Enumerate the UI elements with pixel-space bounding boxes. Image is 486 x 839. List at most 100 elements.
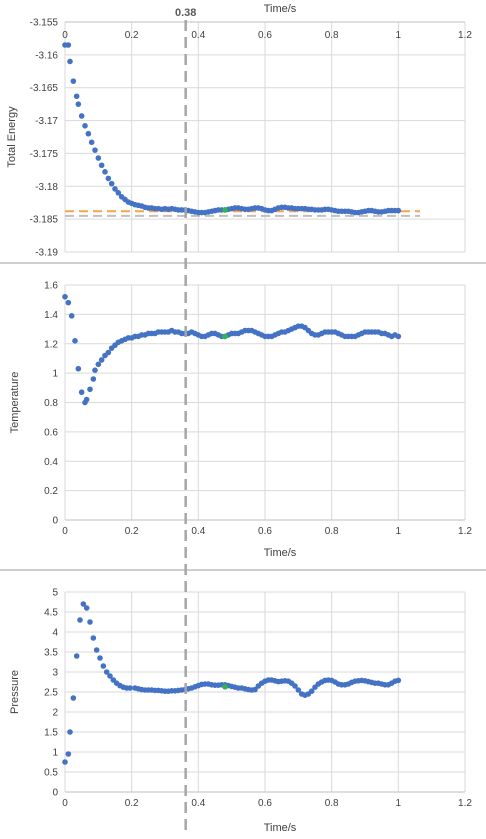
data-point [67, 58, 73, 65]
chart-panel-3: 0 0.5 1 1.5 2 2.5 3 3.5 4 4.5 5 0 0.2 0.4 0.6 0.8 1 1.2 Ti… [9, 588, 472, 835]
data-point [395, 207, 402, 214]
data-point [252, 686, 258, 693]
x-axis-title: Time/s [264, 822, 297, 834]
data-point [68, 313, 75, 319]
y-tick-label: -3.16 [35, 50, 58, 61]
data-point [87, 386, 93, 393]
x-tick-label: 0 [62, 798, 68, 809]
y-axis-title: Pressure [9, 670, 21, 714]
x-tick-label: 1 [396, 798, 402, 809]
y-tick-label: 1.5 [44, 728, 58, 739]
data-point [73, 653, 80, 659]
data-point [295, 687, 302, 693]
data-point [78, 113, 85, 119]
data-point [73, 93, 80, 100]
data-point [95, 155, 102, 161]
data-point [127, 685, 133, 691]
data-point [93, 647, 100, 653]
data-point [62, 759, 68, 765]
x-tick-label: 0.2 [125, 526, 139, 537]
y-tick-label: 0.5 [44, 768, 58, 779]
data-point [105, 349, 112, 356]
y-tick-label: -3.19 [35, 248, 58, 259]
data-point [97, 655, 103, 661]
y-tick-label: 0.8 [44, 398, 58, 409]
data-point [72, 338, 78, 344]
x-axis-title: Time/s [264, 547, 297, 559]
data-point [65, 42, 72, 48]
chart-panel-1: -3.155 -3.16 -3.165 -3.17 -3.175 -3.18 -3.185 -… [6, 3, 472, 259]
data-point [107, 673, 113, 679]
y-tick-label: 2 [52, 708, 58, 719]
data-point [98, 162, 105, 169]
y-tick-label: 1.6 [44, 281, 58, 292]
data-point [395, 333, 402, 340]
y-tick-label: -3.185 [30, 215, 59, 226]
data-point [83, 396, 90, 403]
x-tick-label: 1 [396, 526, 402, 537]
data-point [65, 299, 72, 306]
data-point [82, 123, 88, 129]
x-tick-label: 1.2 [458, 30, 472, 41]
chart-panel-2: 0 0.2 0.4 0.6 0.8 1 1.2 1.4 1.6 0 0.2 0.4 0.6 0.8 1 1.2… [9, 281, 472, 560]
data-point [112, 186, 118, 192]
data-point [92, 147, 98, 153]
x-tick-label: 0 [62, 526, 68, 537]
data-point [88, 139, 95, 146]
y-tick-label: 1.2 [44, 339, 58, 350]
y-tick-label: 5 [52, 588, 58, 599]
x-tick-label: 1.2 [458, 526, 472, 537]
y-tick-label: -3.18 [35, 182, 58, 193]
data-point [67, 729, 73, 735]
x-tick-label: 0.2 [125, 798, 139, 809]
data-point [292, 683, 298, 689]
data-point [395, 677, 402, 684]
x-tick-label: 0.6 [258, 526, 272, 537]
x-tick-label: 0.6 [258, 30, 272, 41]
x-tick-label: 0.8 [325, 30, 339, 41]
x-tick-label: 0.2 [125, 30, 139, 41]
data-point [90, 635, 97, 641]
x-axis-title: Time/s [264, 3, 297, 15]
y-tick-label: 0 [52, 516, 58, 527]
data-point [80, 601, 87, 607]
y-tick-label: 0.2 [44, 486, 58, 497]
y-tick-label: -3.175 [30, 149, 59, 160]
x-tick-label: 1 [396, 30, 402, 41]
y-tick-label: 3.5 [44, 648, 58, 659]
data-point [98, 357, 105, 363]
y-axis-title: Temperature [9, 372, 21, 434]
y-tick-label: 0 [52, 788, 58, 799]
highlight-point [222, 207, 228, 213]
data-point [105, 175, 112, 182]
x-tick-label: 0.8 [325, 526, 339, 537]
y-tick-label: 2.5 [44, 688, 58, 699]
y-tick-label: 1 [52, 748, 58, 759]
x-tick-label: 0 [62, 30, 68, 41]
data-point [100, 663, 107, 669]
y-axis-title: Total Energy [6, 106, 18, 168]
highlight-point [222, 333, 228, 340]
x-tick-label: 0.8 [325, 798, 339, 809]
data-point [83, 605, 90, 611]
x-tick-label: 0.4 [191, 30, 205, 41]
data-point [65, 751, 72, 757]
data-point [70, 695, 77, 701]
y-tick-label: 4 [52, 628, 58, 639]
data-point [85, 130, 92, 137]
x-tick-label: 0.4 [191, 526, 205, 537]
data-point [308, 688, 315, 694]
data-point [108, 180, 115, 187]
y-tick-label: -3.17 [35, 116, 58, 127]
data-point [70, 78, 77, 84]
data-point [92, 367, 98, 373]
y-tick-label: -3.165 [30, 83, 59, 94]
data-point [103, 669, 110, 675]
y-tick-label: 3 [52, 668, 58, 679]
y-tick-label: -3.155 [30, 18, 59, 29]
y-tick-label: 1 [52, 369, 58, 380]
x-tick-label: 1.2 [458, 798, 472, 809]
data-point [62, 293, 68, 300]
highlight-point [222, 684, 228, 690]
